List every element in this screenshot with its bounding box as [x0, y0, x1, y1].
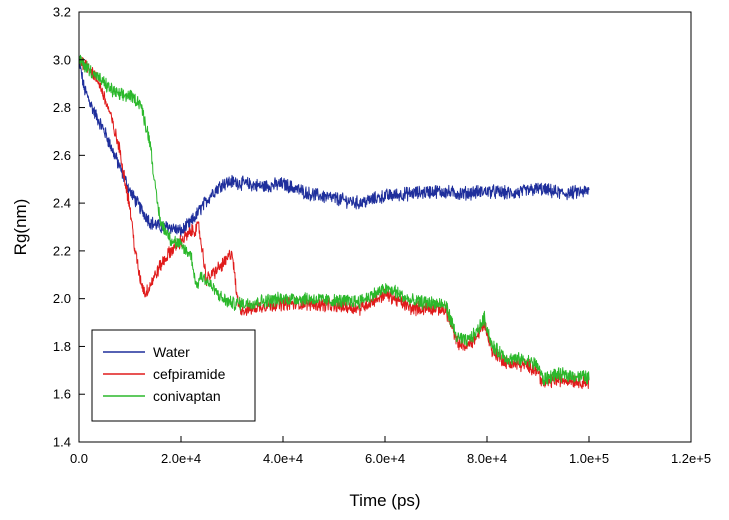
y-tick-label: 1.6: [53, 387, 71, 402]
y-tick-label: 2.4: [53, 196, 71, 211]
x-axis-title: Time (ps): [349, 491, 420, 510]
x-tick-label: 1.0e+5: [569, 451, 609, 466]
y-tick-label: 1.8: [53, 339, 71, 354]
x-tick-label: 0.0: [70, 451, 88, 466]
x-tick-label: 2.0e+4: [161, 451, 201, 466]
legend-box: [91, 329, 256, 422]
y-tick-label: 2.6: [53, 148, 71, 163]
legend-label-conivaptan: conivaptan: [153, 388, 221, 404]
series-line-conivaptan: [78, 54, 590, 386]
x-tick-label: 8.0e+4: [467, 451, 507, 466]
y-axis-title: Rg(nm): [11, 199, 30, 256]
x-tick-label: 4.0e+4: [263, 451, 303, 466]
y-tick-label: 3.0: [53, 52, 71, 67]
y-tick-label: 2.2: [53, 243, 71, 258]
x-tick-label: 6.0e+4: [365, 451, 405, 466]
legend-label-water: Water: [153, 344, 190, 360]
series-layer: [78, 54, 590, 390]
series-line-water: [78, 58, 590, 238]
legend: Water cefpiramide conivaptan: [91, 329, 256, 422]
x-tick-label: 1.2e+5: [671, 451, 711, 466]
legend-label-cefpiramide: cefpiramide: [153, 366, 226, 382]
y-tick-label: 2.0: [53, 291, 71, 306]
y-tick-label: 1.4: [53, 435, 71, 450]
y-tick-label: 2.8: [53, 100, 71, 115]
tick-layer: 0.0 2.0e+4 4.0e+4 6.0e+4 8.0e+4 1.0e+5 1.2e+5 1…: [53, 5, 711, 467]
y-tick-label: 3.2: [53, 5, 71, 20]
